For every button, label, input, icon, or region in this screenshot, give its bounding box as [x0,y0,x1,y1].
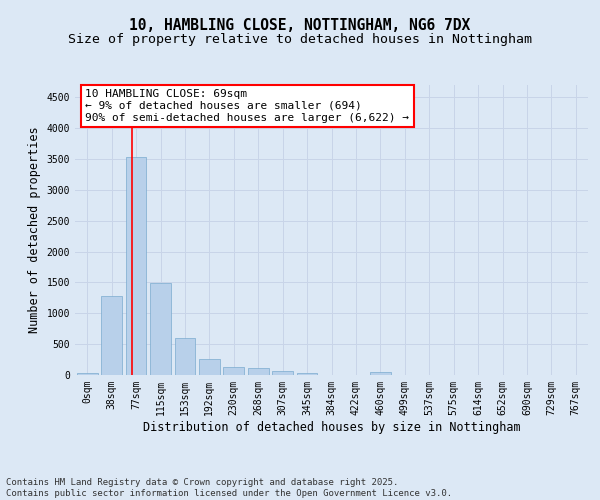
Y-axis label: Number of detached properties: Number of detached properties [28,126,41,334]
Bar [125,157,146,375]
Text: Size of property relative to detached houses in Nottingham: Size of property relative to detached ho… [68,32,532,46]
Bar [150,283,171,375]
Text: 10, HAMBLING CLOSE, NOTTINGHAM, NG6 7DX: 10, HAMBLING CLOSE, NOTTINGHAM, NG6 7DX [130,18,470,32]
Text: Contains HM Land Registry data © Crown copyright and database right 2025.
Contai: Contains HM Land Registry data © Crown c… [6,478,452,498]
Bar [272,370,293,375]
Text: 10 HAMBLING CLOSE: 69sqm
← 9% of detached houses are smaller (694)
90% of semi-d: 10 HAMBLING CLOSE: 69sqm ← 9% of detache… [85,90,409,122]
Bar [101,296,122,375]
Bar [296,373,317,375]
Bar [248,368,269,375]
Bar [199,360,220,375]
Bar [77,373,98,375]
Bar [175,338,196,375]
Bar [370,372,391,375]
Bar [223,367,244,375]
X-axis label: Distribution of detached houses by size in Nottingham: Distribution of detached houses by size … [143,420,520,434]
